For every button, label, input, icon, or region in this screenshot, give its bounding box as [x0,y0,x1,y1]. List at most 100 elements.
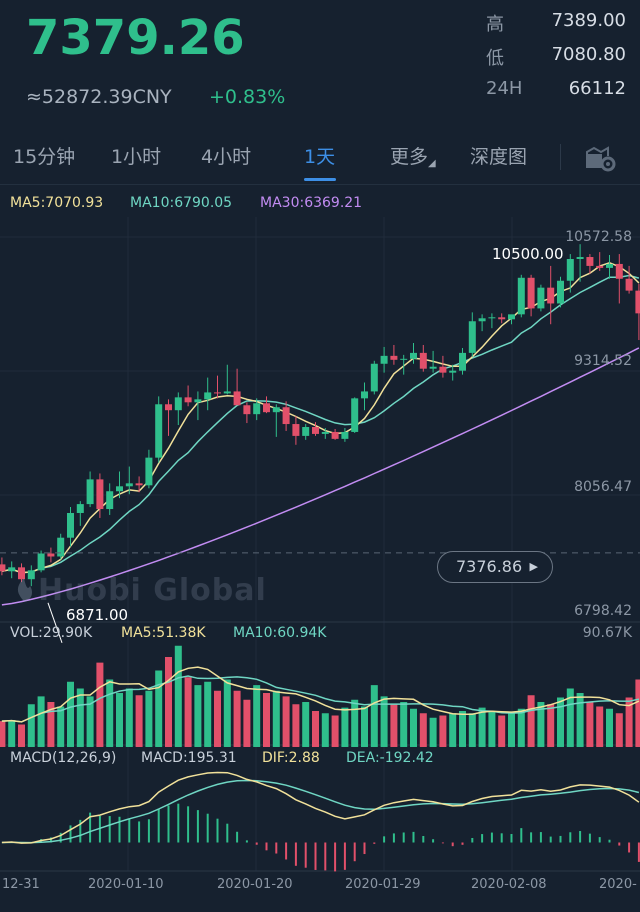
stat-label: 24H [486,78,523,99]
tab-depth-chart[interactable]: 深度图 [470,146,528,168]
volume-bar [625,697,633,747]
candle-body [321,431,329,434]
y-axis-label: 6798.42 [574,603,632,619]
date-label: 2020-01-20 [217,877,293,892]
volume-bar [76,688,84,747]
candle-body [635,290,640,314]
current-price-tag[interactable]: 7376.86 ▶ [437,551,553,583]
candle-body [223,391,231,394]
tab-more[interactable]: 更多◢ [390,142,436,169]
volume-max-label: 90.67K [582,625,632,641]
volume-bar [498,715,506,747]
candle-body [233,391,241,406]
volume-bar [312,711,319,747]
high-price-marker: 10500.00 [492,245,564,263]
volume-bar [184,677,192,747]
date-label: 2020-01-29 [345,877,421,892]
volume-bar [155,670,163,747]
volume-bar [380,696,388,747]
dif-line [1,771,640,844]
change-percent: +0.83% [209,86,286,108]
volume-bar [390,704,398,747]
volume-bar [263,693,270,747]
ma10-legend: MA10:6790.05 [130,195,233,211]
volume-bar [547,704,555,747]
low-marker-pointer [47,602,63,643]
candle-body [439,366,447,373]
ma5-legend: MA5:7070.93 [10,195,104,211]
stat-label: 低 [486,48,504,69]
candle-body [468,321,476,353]
volume-bar [223,679,231,747]
watermark-text: Huobi Global [38,573,267,608]
price-stats: 高 7389.00 低 7080.80 24H 66112 [486,10,626,112]
tab-15min[interactable]: 15分钟 [13,146,76,168]
volume-bar [194,685,202,747]
dea-legend: DEA:-192.42 [346,750,434,766]
volume-bar [86,696,94,747]
macd-value-legend: MACD:195.31 [141,750,237,766]
volume-bar [370,685,378,747]
candle-body [312,427,319,434]
volume-bar [47,702,55,747]
volume-bar [439,715,447,747]
candle-body [596,265,604,268]
volume-ma10-line [1,675,640,723]
volume-bar [478,707,486,747]
volume-bar [204,681,212,747]
volume-bar [0,721,6,747]
candle-body [155,404,163,458]
candle-body [508,314,515,320]
chart-settings-button[interactable] [584,142,616,172]
candle-body [27,570,35,580]
volume-bar [96,662,104,747]
candle-body [253,403,261,415]
candle-body [537,287,545,309]
volume-bar [468,713,476,747]
active-tab-indicator [304,178,336,181]
settings-icon [586,146,616,172]
tab-4hour[interactable]: 4小时 [201,146,252,168]
candle-body [459,352,466,371]
candle-body [57,537,65,557]
dif-legend: DIF:2.88 [262,750,320,766]
volume-bar [615,713,623,747]
candle-body [0,564,6,572]
candle-body [566,258,574,281]
candle-body [125,483,133,487]
tab-1hour[interactable]: 1小时 [111,146,162,168]
candle-body [625,278,633,291]
candle-body [331,431,339,439]
volume-bar [419,713,427,747]
volume-bar [341,707,349,747]
volume-bar [145,690,153,747]
kline-chart-area[interactable]: MA5:7070.93 MA10:6790.05 MA30:6369.21 10… [0,185,640,908]
y-axis-label: 9314.52 [574,353,632,369]
candle-body [145,457,153,486]
dea-line [1,779,640,844]
stat-high: 高 7389.00 [486,10,626,44]
candle-body [263,403,270,413]
stat-24h-volume: 24H 66112 [486,78,626,112]
candle-body [47,553,55,557]
low-price-marker: 6871.00 [66,606,129,624]
volume-bar [527,695,535,747]
candle-body [214,392,221,394]
candle-body [449,370,457,373]
candle-body [86,479,94,505]
ma30-legend: MA30:6369.21 [260,195,363,211]
tab-1day[interactable]: 1天 [304,146,336,168]
interval-tabs: 15分钟 1小时 4小时 1天 更多◢ 深度图 [0,130,640,185]
volume-bar [27,704,35,747]
volume-bar [331,715,339,747]
candle-body [615,263,623,279]
macd-params-legend: MACD(12,26,9) [10,750,117,766]
candle-body [351,398,359,432]
candle-body [37,553,45,571]
vol-ma10-legend: MA10:60.94K [233,625,327,641]
candle-body [116,486,123,492]
divider [560,144,561,170]
candle-body [341,431,349,439]
candle-body [488,317,496,319]
volume-bar [459,711,466,747]
